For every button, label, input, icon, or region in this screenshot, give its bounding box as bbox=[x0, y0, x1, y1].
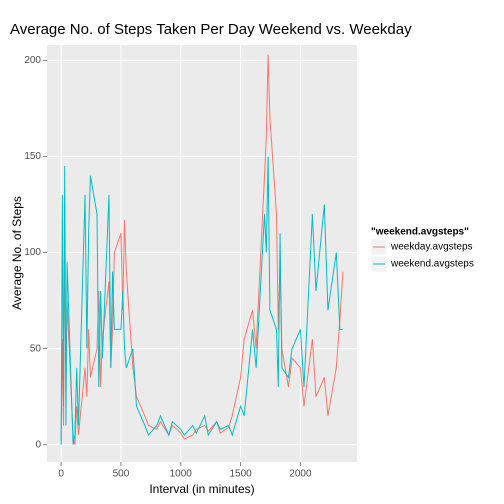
chart-title: Average No. of Steps Taken Per Day Weeke… bbox=[10, 21, 412, 38]
legend-label: weekend.avgsteps bbox=[390, 259, 474, 270]
y-tick-label: 50 bbox=[30, 343, 42, 354]
x-tick-label: 500 bbox=[113, 469, 130, 480]
data-line bbox=[60, 156, 343, 445]
legend-label: weekday.avgsteps bbox=[390, 242, 473, 253]
y-tick-label: 150 bbox=[24, 151, 41, 162]
legend-title: "weekend.avgsteps" bbox=[371, 227, 469, 238]
x-tick-label: 1500 bbox=[229, 469, 252, 480]
y-axis-title: Average No. of Steps bbox=[10, 196, 24, 310]
x-tick-label: 0 bbox=[58, 469, 64, 480]
x-axis-title: Interval (in minutes) bbox=[149, 482, 254, 496]
x-tick-label: 1000 bbox=[170, 469, 193, 480]
y-tick-label: 0 bbox=[35, 439, 41, 450]
y-tick-label: 100 bbox=[24, 247, 41, 258]
x-tick-label: 2000 bbox=[289, 469, 312, 480]
y-tick-label: 200 bbox=[24, 55, 41, 66]
